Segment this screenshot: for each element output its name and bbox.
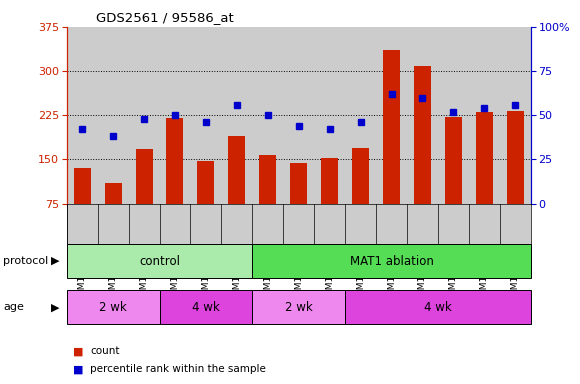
Bar [414,66,431,204]
Bar [476,112,493,204]
Bar [507,111,524,204]
Text: control: control [139,255,180,268]
Bar [352,147,369,204]
Text: count: count [90,346,119,356]
Text: MAT1 ablation: MAT1 ablation [350,255,433,268]
Bar [136,149,153,204]
Text: GDS2561 / 95586_at: GDS2561 / 95586_at [96,12,233,25]
Bar [229,136,245,204]
Text: ▶: ▶ [51,256,59,266]
Bar [74,168,90,204]
Bar [445,117,462,204]
Text: protocol: protocol [3,256,48,266]
Bar [259,155,276,204]
Text: age: age [3,302,24,312]
Bar [197,161,215,204]
Text: ▶: ▶ [51,302,59,312]
Text: 2 wk: 2 wk [285,301,313,314]
Text: ■: ■ [72,364,83,374]
Bar [290,164,307,204]
Text: 4 wk: 4 wk [424,301,452,314]
Text: percentile rank within the sample: percentile rank within the sample [90,364,266,374]
Bar [104,183,122,204]
Bar [166,118,183,204]
Bar [321,158,338,204]
Bar [383,50,400,204]
Text: ■: ■ [72,346,83,356]
Text: 4 wk: 4 wk [192,301,220,314]
Text: 2 wk: 2 wk [99,301,127,314]
